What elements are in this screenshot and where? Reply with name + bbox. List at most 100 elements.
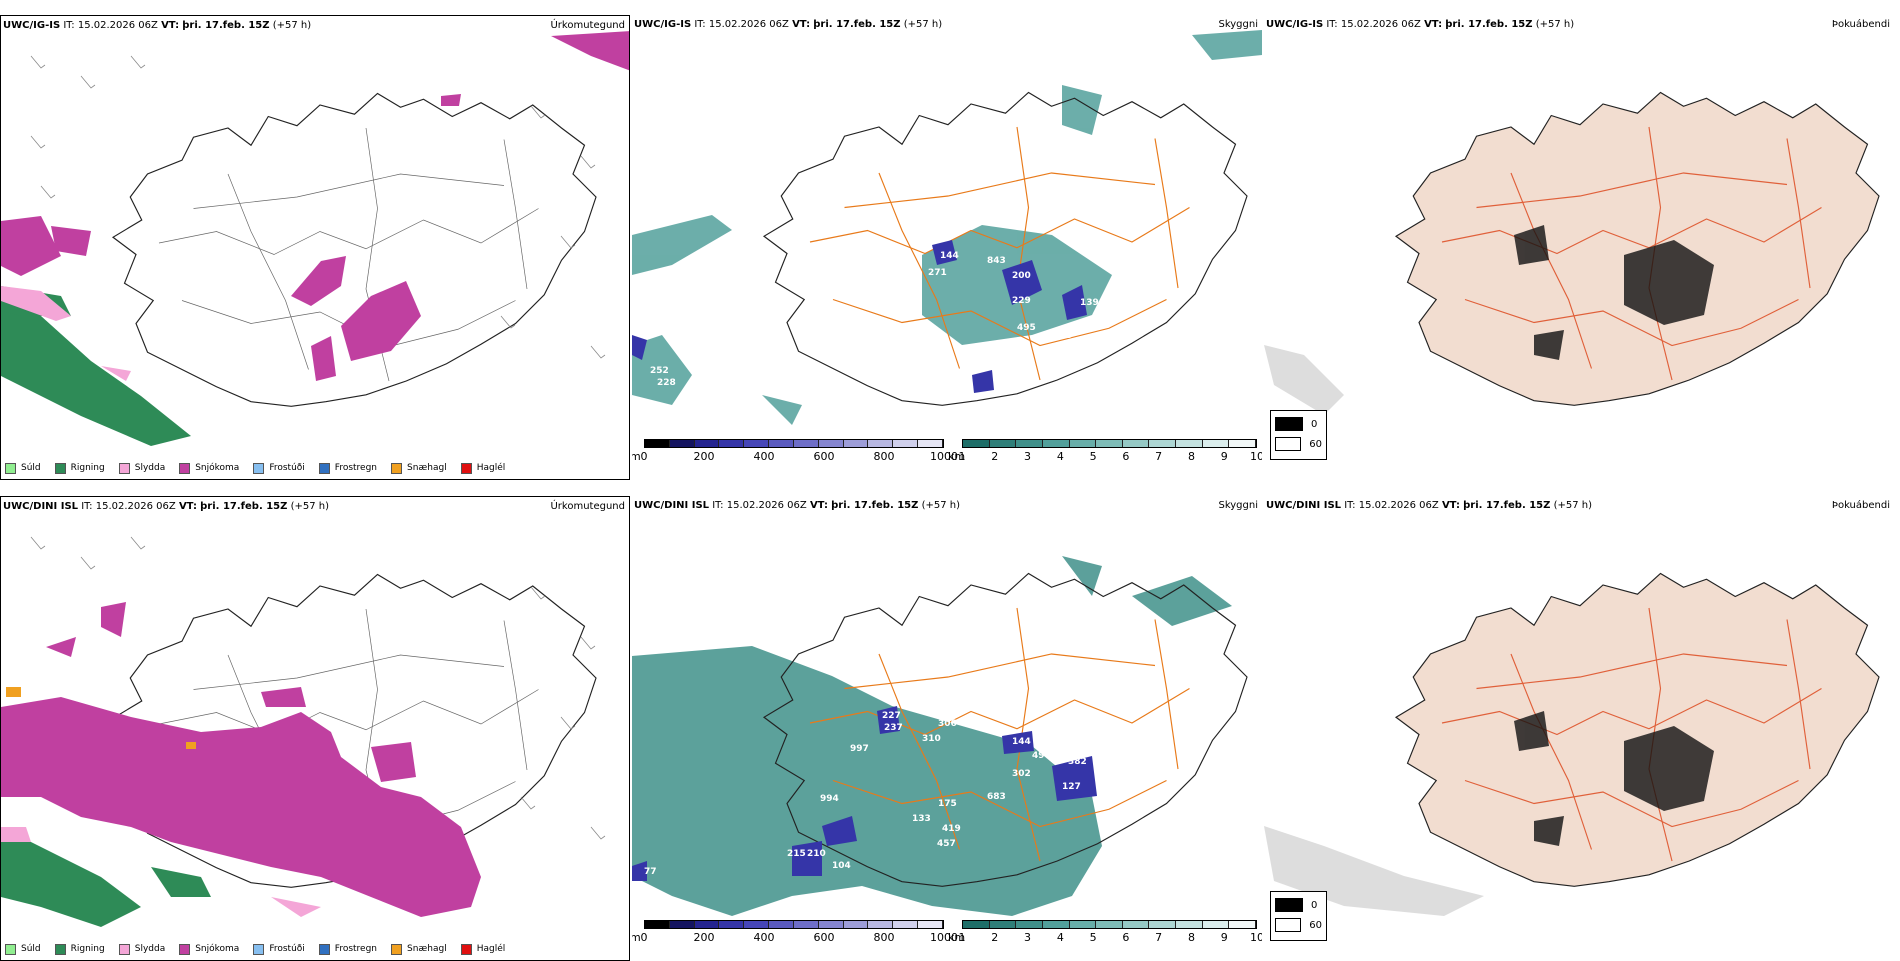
ceiling-value: 271: [928, 268, 947, 278]
colorbar-swatch: [1202, 440, 1230, 447]
colorbar-swatch: [645, 440, 670, 447]
colorbar-swatch: [793, 440, 819, 447]
colorbar-swatch: [744, 921, 770, 928]
colorbar-tick: 1: [958, 931, 966, 944]
colorbar-swatch: [769, 921, 794, 928]
visibility-unit: km: [948, 450, 966, 463]
ceiling-value: 457: [937, 839, 956, 849]
colorbar-tick: 2: [991, 450, 999, 463]
ceiling-value: 228: [657, 378, 676, 388]
visibility-fill: [632, 556, 1232, 916]
fog-map: [1264, 572, 1880, 916]
colorbar-tick: 2: [991, 931, 999, 944]
sleet-areas: [1, 286, 131, 381]
colorbar-tick: 600: [813, 450, 835, 463]
legend-item: Snjókoma: [179, 462, 239, 474]
legend-item: Haglél: [460, 943, 505, 955]
fog-panel-bottom: UWC/DINI ISL IT: 15.02.2026 06Z VT: þri.…: [1264, 496, 1894, 961]
precip-legend: Súld Rigning Slydda Snjókoma Frostúði Fr…: [1, 457, 629, 479]
colorbar-tick: 8: [1187, 450, 1195, 463]
ceiling-value: 139: [1080, 298, 1099, 308]
colorbar-tick: 1000: [930, 931, 958, 944]
ceiling-value: 144: [940, 251, 959, 261]
ceiling-value: 144: [1012, 737, 1031, 747]
snow-areas: [1, 602, 481, 917]
colorbar-swatch: [989, 440, 1017, 447]
panel-type-label: Úrkomutegund: [550, 20, 625, 31]
ceiling-value: 419: [942, 824, 961, 834]
colorbar-swatch: [645, 921, 670, 928]
panel-title: UWC/IG-IS IT: 15.02.2026 06Z VT: þri. 17…: [3, 20, 312, 31]
panel-type-label: Þokuábendi: [1831, 19, 1890, 30]
snow-areas: [1, 31, 629, 381]
colorbar-swatch: [893, 440, 919, 447]
colorbar-tick: 0: [640, 931, 648, 944]
colorbar-swatch: [1149, 440, 1177, 447]
panel-type-label: Úrkomutegund: [550, 501, 625, 512]
precip-map: [1, 31, 629, 446]
legend-item: Snjókoma: [179, 943, 239, 955]
colorbar-tick: 4: [1056, 450, 1064, 463]
ceiling-value: 306: [938, 719, 957, 729]
legend-item: Snæhagl: [391, 462, 447, 474]
panel-title: UWC/DINI ISL IT: 15.02.2026 06Z VT: þri.…: [3, 501, 330, 512]
colorbar-swatch: [694, 440, 720, 447]
ceiling-value: 310: [922, 734, 941, 744]
colorbar-swatch: [843, 440, 869, 447]
colorbar-tick: 6: [1122, 931, 1130, 944]
ceiling-value: 79: [1060, 331, 1073, 341]
ceiling-value: 229: [1012, 296, 1031, 306]
legend-item: Súld: [5, 943, 41, 955]
colorbar-swatch: [1096, 921, 1123, 928]
ceiling-value: 302: [1012, 769, 1031, 779]
precip-panel-top: UWC/IG-IS IT: 15.02.2026 06Z VT: þri. 17…: [0, 15, 630, 480]
colorbar-swatch: [669, 440, 695, 447]
colorbar-swatch: [868, 440, 894, 447]
colorbar-swatch: [694, 921, 720, 928]
panel-type-label: Skyggni: [1218, 500, 1258, 511]
hail-areas: [6, 687, 196, 749]
rain-areas: [1, 827, 211, 927]
colorbar-tick: 4: [1056, 931, 1064, 944]
wind-barbs: [30, 55, 606, 359]
ceiling-value: 77: [644, 867, 657, 877]
colorbar-tick: 3: [1024, 931, 1032, 944]
low-ceiling-areas: [632, 706, 1097, 881]
colorbar-tick: 800: [873, 931, 895, 944]
colorbar-swatch: [769, 440, 794, 447]
ceiling-value: 118: [1092, 754, 1111, 764]
visibility-fill: [632, 30, 1262, 425]
visibility-colorbar: 1 2 3 4 5 6 7 8 9 10 km: [948, 920, 1262, 948]
colorbar-tick: 3: [1024, 450, 1032, 463]
colorbar-swatch: [719, 440, 745, 447]
visibility-map: 227 237 306 310 997 144 494 382 118 302 …: [632, 556, 1248, 916]
colorbar-swatch: [1042, 440, 1070, 447]
colorbar-tick: 600: [813, 931, 835, 944]
panel-title: UWC/IG-IS IT: 15.02.2026 06Z VT: þri. 17…: [634, 19, 943, 30]
fog-shading: [1514, 711, 1714, 846]
precip-legend: Súld Rigning Slydda Snjókoma Frostúði Fr…: [1, 938, 629, 960]
colorbar-swatch: [868, 921, 894, 928]
panel-title: UWC/DINI ISL IT: 15.02.2026 06Z VT: þri.…: [634, 500, 961, 511]
ceiling-value: 994: [820, 794, 839, 804]
ceiling-value: 215: [787, 849, 806, 859]
colorbar-swatch: [719, 921, 745, 928]
ceiling-unit: m: [632, 931, 641, 944]
visibility-unit: km: [948, 931, 966, 944]
colorbar-swatch: [1042, 921, 1070, 928]
wind-barbs: [30, 536, 606, 840]
colorbar-swatch: [1016, 440, 1043, 447]
ceiling-value: 709: [987, 346, 1006, 356]
ceiling-value: 200: [1012, 271, 1031, 281]
colorbar-tick: 0: [640, 450, 648, 463]
colorbar-tick: 6: [1122, 450, 1130, 463]
ceiling-value: 227: [882, 711, 901, 721]
visibility-panel-bottom: UWC/DINI ISL IT: 15.02.2026 06Z VT: þri.…: [632, 496, 1262, 961]
colorbar-swatch: [989, 921, 1017, 928]
ceiling-value-labels: 144 271 843 200 229 495 139 709 79 722 2…: [650, 251, 1099, 388]
legend-item: Slydda: [118, 462, 165, 474]
colorbar-swatch: [744, 440, 770, 447]
ceiling-value: 495: [1017, 323, 1036, 333]
colorbar-tick: 1000: [930, 450, 958, 463]
colorbar-tick: 200: [693, 450, 715, 463]
